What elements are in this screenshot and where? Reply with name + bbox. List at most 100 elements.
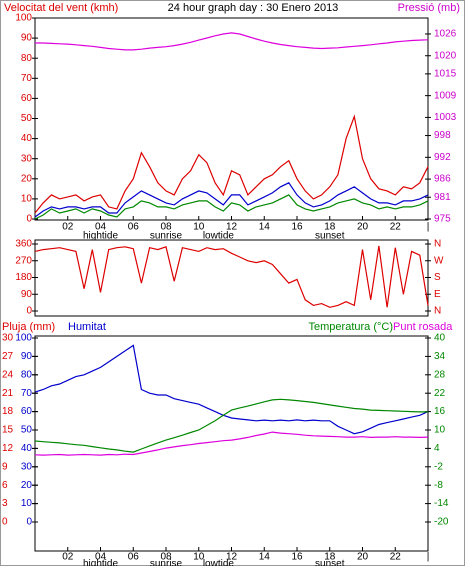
y-tick-label: 180 <box>15 272 32 283</box>
y2-tick-label: 40 <box>434 333 446 344</box>
y2-tick-label: 10 <box>434 425 446 436</box>
y-tick-label: 100 <box>15 333 32 344</box>
x-tick-label: 14 <box>259 552 271 563</box>
series-line <box>34 344 429 435</box>
y-tick-label: 0 <box>26 214 32 225</box>
y2-tick-label: 992 <box>434 152 451 163</box>
y-tick-label: 20 <box>21 173 33 184</box>
y-tick-label: 30 <box>21 461 33 472</box>
y3-tick-label: 30 <box>2 333 14 344</box>
annotation: lowtide <box>203 559 235 566</box>
y2-axis-label: Temperatura (°C) <box>309 321 393 333</box>
x-tick-label: 10 <box>193 552 205 563</box>
y2-tick-label: -8 <box>434 480 443 491</box>
y-tick-label: 60 <box>21 93 33 104</box>
y2-tick-label: W <box>434 255 444 266</box>
y-tick-label: 80 <box>21 369 33 380</box>
y-tick-label: 90 <box>21 289 33 300</box>
x-tick-label: 18 <box>324 552 336 563</box>
y3-tick-label: 18 <box>2 406 14 417</box>
x-tick-label: 22 <box>390 552 402 563</box>
y3-tick-label: 15 <box>2 425 14 436</box>
y3-tick-label: 9 <box>2 461 8 472</box>
y2-tick-label: 34 <box>434 351 446 362</box>
y-tick-label: 90 <box>21 351 33 362</box>
x-tick-label: 04 <box>95 552 107 563</box>
y-axis-label: Velocitat del vent (kmh) <box>4 2 118 14</box>
y2-tick-label: S <box>434 272 441 283</box>
y-tick-label: 40 <box>21 133 33 144</box>
x-tick-label: 12 <box>226 222 238 233</box>
x-tick-label: 14 <box>259 222 271 233</box>
x-tick-label: 10 <box>193 222 205 233</box>
annotation: sunrise <box>150 559 183 566</box>
annotation: lowtide <box>203 231 235 242</box>
plot-area <box>34 17 429 221</box>
y2-tick-label: 1015 <box>434 69 457 80</box>
y-tick-label: 0 <box>26 517 32 528</box>
x-tick-label: 12 <box>226 552 238 563</box>
y-tick-label: 0 <box>26 306 32 317</box>
y-tick-label: 90 <box>21 33 33 44</box>
x-tick-label: 20 <box>357 552 369 563</box>
y2-tick-label: -20 <box>434 517 449 528</box>
y2-tick-label: 1009 <box>434 90 457 101</box>
x-tick-label: 18 <box>324 222 336 233</box>
annotation: hightide <box>83 559 118 566</box>
y2-axis-label: Punt rosada <box>393 321 453 333</box>
y-tick-label: 40 <box>21 443 33 454</box>
y2-axis-label: Pressió (mb) <box>398 2 460 14</box>
x-tick-label: 22 <box>390 222 402 233</box>
x-tick-label: 16 <box>291 222 303 233</box>
x-tick-label: 06 <box>128 552 140 563</box>
y-tick-label: 60 <box>21 406 33 417</box>
y2-tick-label: N <box>434 239 441 250</box>
x-tick-label: 20 <box>357 222 369 233</box>
chart-title: 24 hour graph day : 30 Enero 2013 <box>168 2 339 14</box>
y2-tick-label: 981 <box>434 192 451 203</box>
y2-tick-label: E <box>434 289 441 300</box>
y-tick-label: 80 <box>21 53 33 64</box>
x-tick-label: 08 <box>160 222 172 233</box>
y2-tick-label: N <box>434 306 441 317</box>
y2-tick-label: 986 <box>434 174 451 185</box>
y-tick-label: 70 <box>21 73 33 84</box>
annotation: sunset <box>315 231 345 242</box>
x-tick-label: 06 <box>128 222 140 233</box>
y2-tick-label: 1003 <box>434 112 457 123</box>
y3-tick-label: 12 <box>2 443 14 454</box>
y-tick-label: 70 <box>21 388 33 399</box>
plot-area <box>34 335 429 552</box>
plot-area <box>34 239 429 317</box>
y-tick-label: 30 <box>21 153 33 164</box>
y3-tick-label: 0 <box>2 517 8 528</box>
y2-tick-label: 16 <box>434 406 446 417</box>
y-tick-label: 360 <box>15 239 32 250</box>
y2-tick-label: -2 <box>434 461 443 472</box>
y2-tick-label: 1020 <box>434 50 457 61</box>
y-tick-label: 100 <box>15 13 32 24</box>
y3-tick-label: 27 <box>2 351 14 362</box>
series-line <box>34 398 428 453</box>
y-tick-label: 10 <box>21 498 33 509</box>
x-tick-label: 08 <box>160 552 172 563</box>
y-tick-label: 50 <box>21 425 33 436</box>
x-tick-label: 02 <box>62 552 74 563</box>
y2-tick-label: -14 <box>434 498 449 509</box>
series-line <box>34 114 429 214</box>
y2-tick-label: 4 <box>434 443 440 454</box>
series-line <box>34 245 429 308</box>
x-tick-label: | <box>427 552 430 563</box>
series-line <box>35 32 429 51</box>
y2-tick-label: 998 <box>434 130 451 141</box>
y3-tick-label: 24 <box>2 369 14 380</box>
series-line <box>34 194 429 220</box>
x-tick-label: 04 <box>95 222 107 233</box>
y3-tick-label: 3 <box>2 498 8 509</box>
y2-tick-label: 28 <box>434 369 446 380</box>
y-tick-label: 10 <box>21 194 33 205</box>
x-tick-label: | <box>427 222 430 233</box>
y3-tick-label: 6 <box>2 480 8 491</box>
y-tick-label: 270 <box>15 255 32 266</box>
